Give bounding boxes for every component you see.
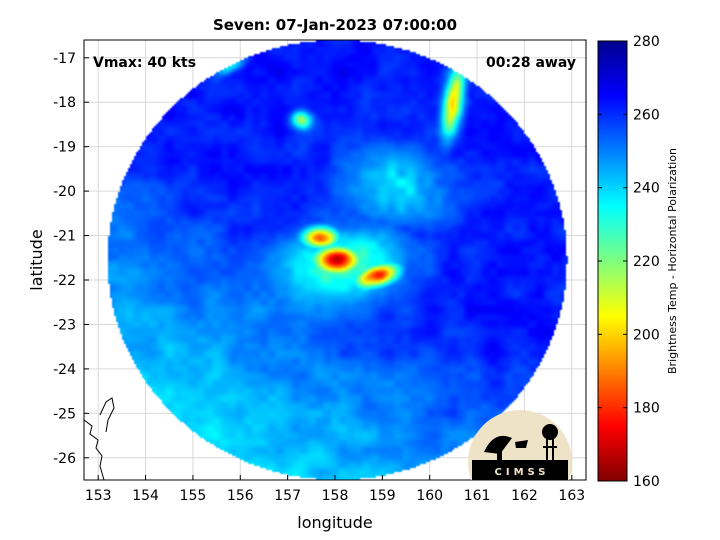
y-tick-label: -22 xyxy=(53,273,76,289)
x-tick-label: 159 xyxy=(369,488,396,504)
y-tick-label: -19 xyxy=(53,140,76,156)
x-tick-label: 163 xyxy=(558,488,585,504)
x-tick-label: 162 xyxy=(511,488,538,504)
y-axis-label: latitude xyxy=(27,229,46,290)
colorbar: 280 260 240 220 200 180 160 Brightness Temp - … xyxy=(597,34,679,490)
colorbar-tick-label: 200 xyxy=(633,327,660,343)
x-axis-label: longitude xyxy=(297,513,372,532)
y-tick-label: -21 xyxy=(53,229,76,245)
y-tick-label: -20 xyxy=(53,184,76,200)
colorbar-tick-label: 280 xyxy=(633,34,660,50)
logo-text: CIMSS xyxy=(495,467,550,478)
colorbar-label: Brightness Temp - Horizontal Polarizatio… xyxy=(666,148,679,374)
colorbar-tick-label: 220 xyxy=(633,254,660,270)
colorbar-tick-label: 240 xyxy=(633,181,660,197)
x-tick-label: 157 xyxy=(274,488,301,504)
colorbar-ticks: 280 260 240 220 200 180 160 xyxy=(598,34,660,490)
y-tick-label: -23 xyxy=(53,317,76,333)
x-tick-label: 153 xyxy=(85,488,112,504)
colorbar-tick-label: 180 xyxy=(633,401,660,417)
coastline xyxy=(84,397,115,480)
chart-title: Seven: 07-Jan-2023 07:00:00 xyxy=(213,16,457,34)
y-tick-label: -17 xyxy=(53,51,76,67)
colorbar-gradient xyxy=(598,41,627,481)
x-tick-label: 160 xyxy=(416,488,443,504)
vmax-annotation: Vmax: 40 kts xyxy=(93,55,196,71)
time-away-annotation: 00:28 away xyxy=(486,55,576,71)
x-tick-label: 155 xyxy=(180,488,207,504)
y-tick-label: -25 xyxy=(53,406,76,422)
y-tick-label: -26 xyxy=(53,451,76,467)
x-axis-ticks: 153 154 155 156 157 158 159 160 161 162 163 xyxy=(85,475,585,504)
cimss-logo: CIMSS xyxy=(468,410,572,480)
x-tick-label: 156 xyxy=(227,488,254,504)
y-tick-label: -24 xyxy=(53,362,76,378)
plot-area: 153 154 155 156 157 158 159 160 161 162 163 -17 -18… xyxy=(53,39,587,504)
y-axis-ticks: -17 -18 -19 -20 -21 -22 -23 -24 -25 -26 xyxy=(53,51,89,467)
colorbar-tick-label: 260 xyxy=(633,107,660,123)
y-tick-label: -18 xyxy=(53,95,76,111)
colorbar-tick-label: 160 xyxy=(633,474,660,490)
brightness-temp-swath xyxy=(84,40,586,480)
x-tick-label: 154 xyxy=(132,488,159,504)
x-tick-label: 161 xyxy=(464,488,491,504)
x-tick-label: 158 xyxy=(322,488,349,504)
